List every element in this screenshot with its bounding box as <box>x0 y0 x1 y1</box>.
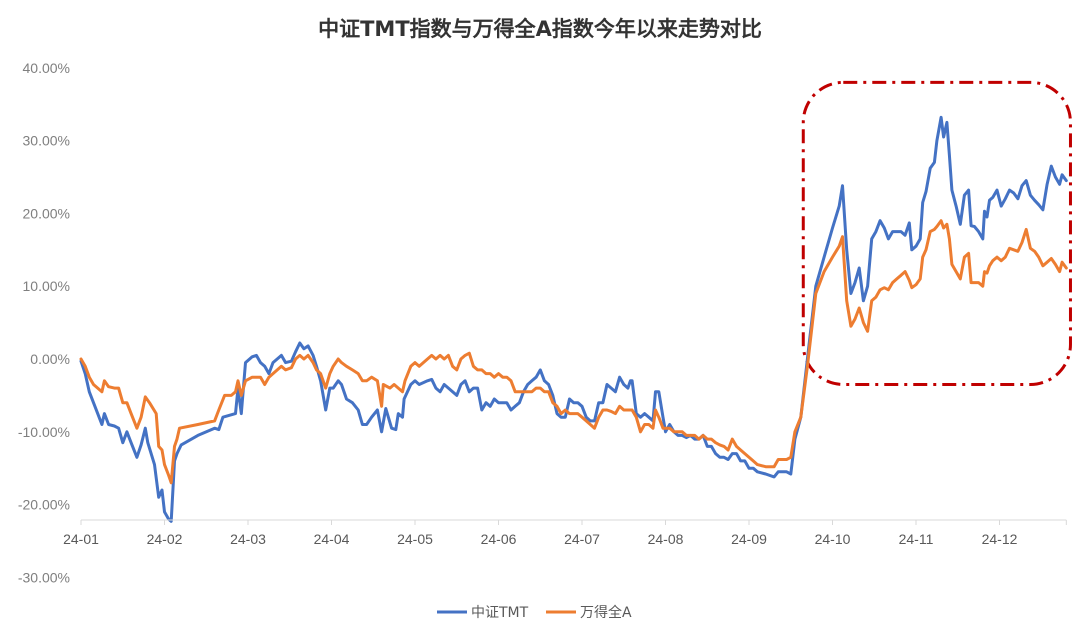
y-tick-label: 20.00% <box>23 205 70 221</box>
x-tick-label: 24-04 <box>314 531 350 547</box>
y-tick-label: -30.00% <box>18 569 70 585</box>
legend: 中证TMT 万得全A <box>437 604 632 621</box>
y-axis-ticks: 40.00% 30.00% 20.00% 10.00% 0.00% -10.00% -20.… <box>18 60 70 586</box>
y-tick-label: 0.00% <box>30 351 70 367</box>
legend-label: 万得全A <box>580 604 632 621</box>
x-tick-label: 24-06 <box>481 531 517 547</box>
x-tick-label: 24-03 <box>230 531 266 547</box>
y-tick-label: -10.00% <box>18 424 70 440</box>
highlight-region <box>801 80 1072 386</box>
x-tick-label: 24-08 <box>648 531 684 547</box>
series-line-wind-a <box>79 219 1068 485</box>
legend-label: 中证TMT <box>471 605 529 621</box>
x-tick-label: 24-12 <box>982 531 1018 547</box>
x-tick-label: 24-01 <box>63 531 99 547</box>
highlight-box <box>801 80 1072 386</box>
series-lines <box>79 115 1068 523</box>
y-tick-label: 10.00% <box>23 278 70 294</box>
x-tick-label: 24-10 <box>815 531 851 547</box>
y-tick-label: 30.00% <box>23 133 70 149</box>
y-tick-label: 40.00% <box>23 60 70 76</box>
x-tick-label: 24-09 <box>731 531 767 547</box>
x-tick-label: 24-02 <box>147 531 183 547</box>
x-tick-label: 24-07 <box>564 531 600 547</box>
x-axis: 24-01 24-02 24-03 24-04 24-05 24-06 24-07 24-08… <box>63 519 1067 547</box>
series-line-tmt <box>79 115 1068 523</box>
chart-title: 中证TMT指数与万得全A指数今年以来走势对比 <box>318 17 762 41</box>
x-tick-label: 24-05 <box>397 531 433 547</box>
y-tick-label: -20.00% <box>18 497 70 513</box>
x-tick-label: 24-11 <box>899 531 934 547</box>
